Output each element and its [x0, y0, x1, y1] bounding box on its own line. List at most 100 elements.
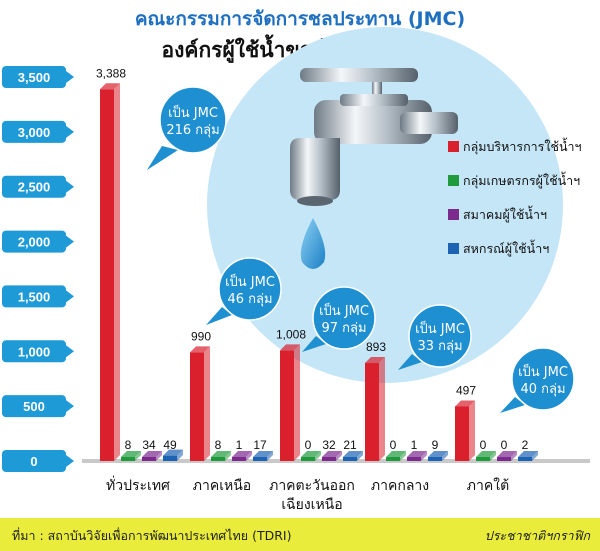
bar-value-label: 8: [215, 438, 222, 452]
bar-top-face: [232, 451, 252, 457]
bar-top-face: [301, 451, 321, 457]
y-tick-label: 3,500: [18, 70, 51, 85]
annotation-text: 97 กลุ่ม: [321, 321, 366, 336]
bar-top-face: [407, 451, 427, 457]
bar: [497, 457, 511, 461]
bar-top-face: [455, 400, 475, 407]
annotation-text: เป็น JMC: [415, 319, 465, 337]
annotation-text: 46 กลุ่ม: [227, 292, 272, 307]
bar-side-face: [400, 451, 406, 461]
bar-top-face: [518, 451, 538, 457]
y-tick-pointer: [66, 400, 74, 413]
y-tick-pointer: [66, 235, 74, 248]
bar-top-face: [365, 357, 385, 364]
legend-swatch: [448, 175, 459, 186]
annotation-text: 33 กลุ่ม: [417, 339, 462, 354]
bar-value-label: 21: [343, 438, 357, 452]
y-tick-badge: [2, 450, 66, 472]
annotation-bubble: [159, 86, 227, 154]
chart-title: คณะกรรมการจัดการชลประทาน (JMC): [134, 8, 466, 30]
x-category-label: ภาคเหนือ: [193, 478, 251, 494]
bar: [518, 457, 532, 461]
bar-value-label: 1: [411, 438, 418, 452]
bar: [301, 457, 315, 461]
legend-swatch: [448, 141, 459, 152]
bar-value-label: 0: [305, 438, 312, 452]
bar-top-face: [253, 451, 273, 457]
bar-value-label: 3,388: [96, 66, 126, 80]
bar: [476, 457, 490, 461]
footer: ที่มา : สถาบันวิจัยเพื่อการพัฒนาประเทศไท…: [0, 518, 600, 551]
bar-side-face: [114, 83, 120, 462]
bar-side-face: [156, 451, 162, 461]
bar: [428, 457, 442, 461]
bar: [100, 89, 114, 462]
annotation-text: 216 กลุ่ม: [166, 123, 219, 138]
bar: [386, 457, 400, 461]
bar-side-face: [532, 451, 538, 461]
bar-side-face: [490, 451, 496, 461]
bar-side-face: [294, 344, 300, 461]
y-tick-pointer: [66, 180, 74, 193]
bar-side-face: [246, 451, 252, 461]
y-tick-badge: [2, 66, 66, 88]
legend-swatch: [448, 209, 459, 220]
annotation-bubble: [312, 286, 376, 350]
annotation-text: 40 กลุ่ม: [520, 382, 565, 397]
bar-side-face: [469, 400, 475, 461]
annotation-bubble: [218, 257, 282, 321]
bar-side-face: [442, 451, 448, 461]
bar-top-face: [428, 451, 448, 457]
bar-value-label: 0: [480, 438, 487, 452]
bar-value-label: 34: [142, 438, 156, 452]
y-tick-pointer: [66, 71, 74, 83]
y-tick-label: 2,500: [18, 180, 51, 195]
legend-label: สมาคมผู้ใช้น้ำฯ: [463, 205, 547, 223]
legend-label: สหกรณ์ผู้ใช้น้ำฯ: [463, 239, 549, 257]
bar-top-face: [121, 451, 141, 457]
bar-side-face: [177, 449, 183, 461]
y-tick-badge: [2, 340, 66, 363]
credit-note: ประชาชาติฯกราฟิก: [484, 528, 590, 543]
annotation-bubble-tail: [147, 146, 178, 170]
x-category-label: ภาคตะวันออก: [269, 478, 355, 494]
x-category-label: ภาคใต้: [467, 477, 509, 494]
y-tick-badge: [2, 120, 66, 143]
bar-side-face: [225, 451, 231, 461]
y-tick-label: 1,500: [18, 289, 51, 304]
annotation-bubble-tail: [398, 354, 422, 370]
bar-top-face: [497, 451, 517, 457]
annotation-bubble: [408, 304, 472, 368]
bar-top-face: [142, 451, 162, 457]
y-tick-label: 1,000: [18, 344, 51, 359]
bar-side-face: [511, 451, 517, 461]
bar-value-label: 8: [125, 438, 132, 452]
bar: [232, 457, 246, 461]
y-tick-label: 2,000: [18, 235, 51, 250]
annotation-text: เป็น JMC: [225, 272, 275, 290]
bar-side-face: [204, 346, 210, 461]
legend-label: กลุ่มบริหารการใช้น้ำฯ: [463, 137, 582, 155]
bar: [163, 455, 177, 461]
bar: [455, 406, 469, 461]
bar-side-face: [267, 451, 273, 461]
annotation-text: เป็น JMC: [168, 103, 218, 121]
bar: [121, 457, 135, 461]
bar-side-face: [379, 357, 385, 461]
y-tick-badge: [2, 175, 66, 198]
y-tick-badge: [2, 285, 66, 308]
background-circle: [207, 27, 563, 383]
bar-top-face: [343, 451, 363, 457]
bar-value-label: 17: [253, 438, 267, 452]
annotation-bubble: [511, 347, 575, 411]
bar-value-label: 32: [322, 438, 336, 452]
bar-value-label: 0: [390, 438, 397, 452]
x-category-label: ภาคกลาง: [371, 478, 429, 494]
y-tick-badge: [2, 230, 66, 253]
bar: [365, 363, 379, 461]
source-note: ที่มา : สถาบันวิจัยเพื่อการพัฒนาประเทศไท…: [12, 528, 292, 543]
annotation-bubble-tail: [500, 397, 525, 413]
x-category-label: ทั่วประเทศ: [106, 476, 170, 494]
bar-top-face: [386, 451, 406, 457]
bar-value-label: 990: [191, 329, 211, 343]
